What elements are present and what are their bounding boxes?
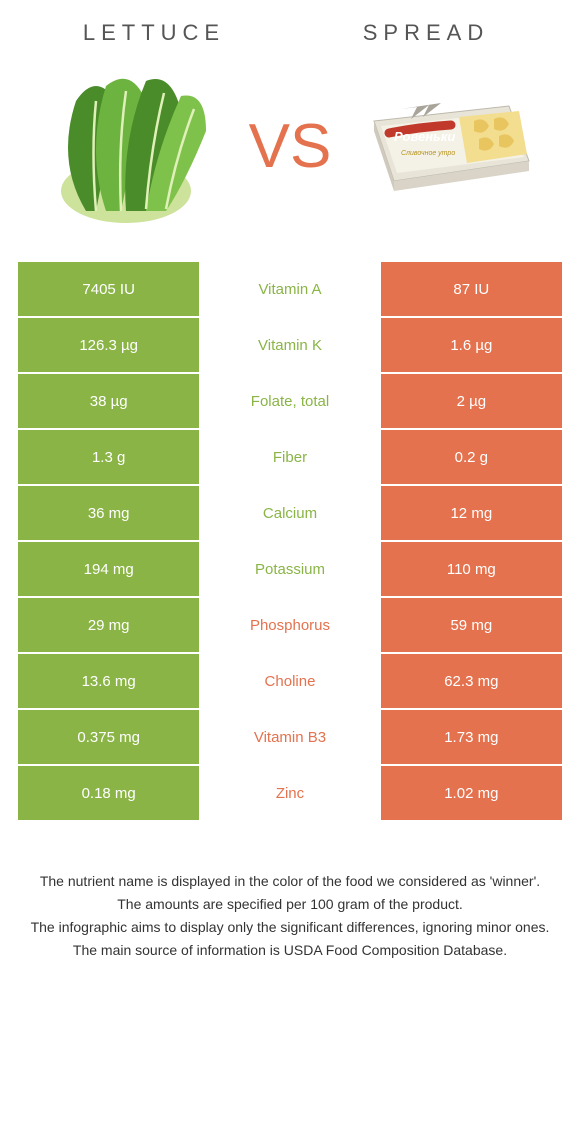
right-value: 0.2 g (381, 430, 562, 484)
right-value: 1.73 mg (381, 710, 562, 764)
nutrient-name: Vitamin K (199, 318, 380, 372)
nutrient-name: Zinc (199, 766, 380, 820)
nutrient-name: Folate, total (199, 374, 380, 428)
spread-icon: Ровеньки Сливочное утро (359, 91, 539, 201)
infographic-container: LETTUCE SPREAD VS Ровень (0, 0, 580, 983)
footer-notes: The nutrient name is displayed in the co… (18, 871, 562, 961)
table-row: 29 mgPhosphorus59 mg (18, 597, 562, 653)
left-value: 0.18 mg (18, 766, 199, 820)
right-value: 59 mg (381, 598, 562, 652)
table-row: 126.3 µgVitamin K1.6 µg (18, 317, 562, 373)
table-row: 7405 IUVitamin A87 IU (18, 261, 562, 317)
left-value: 36 mg (18, 486, 199, 540)
vs-label: VS (245, 111, 336, 182)
left-value: 194 mg (18, 542, 199, 596)
left-value: 38 µg (18, 374, 199, 428)
spread-image: Ровеньки Сливочное утро (335, 91, 562, 201)
svg-text:Сливочное утро: Сливочное утро (401, 150, 455, 157)
table-row: 1.3 gFiber0.2 g (18, 429, 562, 485)
header: LETTUCE SPREAD (18, 20, 562, 46)
footer-line: The amounts are specified per 100 gram o… (28, 894, 552, 915)
right-value: 62.3 mg (381, 654, 562, 708)
nutrient-name: Fiber (199, 430, 380, 484)
lettuce-image (18, 61, 245, 231)
table-row: 0.375 mgVitamin B31.73 mg (18, 709, 562, 765)
right-value: 2 µg (381, 374, 562, 428)
right-value: 12 mg (381, 486, 562, 540)
right-value: 1.6 µg (381, 318, 562, 372)
footer-line: The nutrient name is displayed in the co… (28, 871, 552, 892)
left-value: 13.6 mg (18, 654, 199, 708)
nutrient-name: Choline (199, 654, 380, 708)
table-row: 0.18 mgZinc1.02 mg (18, 765, 562, 821)
nutrient-name: Calcium (199, 486, 380, 540)
title-left: LETTUCE (18, 20, 290, 46)
table-row: 36 mgCalcium12 mg (18, 485, 562, 541)
table-row: 38 µgFolate, total2 µg (18, 373, 562, 429)
nutrient-name: Potassium (199, 542, 380, 596)
right-value: 110 mg (381, 542, 562, 596)
comparison-images: VS Ровеньки Сливочное утро (18, 61, 562, 231)
left-value: 0.375 mg (18, 710, 199, 764)
right-value: 87 IU (381, 262, 562, 316)
title-right: SPREAD (290, 20, 562, 46)
svg-text:Ровеньки: Ровеньки (394, 129, 455, 144)
left-value: 7405 IU (18, 262, 199, 316)
nutrient-table: 7405 IUVitamin A87 IU126.3 µgVitamin K1.… (18, 261, 562, 821)
nutrient-name: Phosphorus (199, 598, 380, 652)
table-row: 194 mgPotassium110 mg (18, 541, 562, 597)
table-row: 13.6 mgCholine62.3 mg (18, 653, 562, 709)
left-value: 1.3 g (18, 430, 199, 484)
footer-line: The main source of information is USDA F… (28, 940, 552, 961)
left-value: 29 mg (18, 598, 199, 652)
nutrient-name: Vitamin B3 (199, 710, 380, 764)
footer-line: The infographic aims to display only the… (28, 917, 552, 938)
left-value: 126.3 µg (18, 318, 199, 372)
lettuce-icon (36, 61, 226, 231)
right-value: 1.02 mg (381, 766, 562, 820)
nutrient-name: Vitamin A (199, 262, 380, 316)
